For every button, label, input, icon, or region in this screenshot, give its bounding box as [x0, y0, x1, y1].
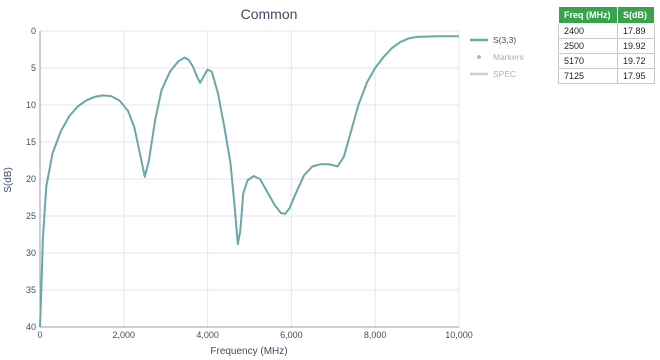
- y-tick-label: 15: [26, 137, 36, 147]
- y-tick-label: 20: [26, 174, 36, 184]
- x-tick-label: 8,000: [364, 330, 387, 340]
- marker-table-header-freq: Freq (MHz): [558, 6, 618, 24]
- marker-table-header-sdb: S(dB): [617, 6, 655, 24]
- y-axis-title: S(dB): [3, 167, 14, 193]
- y-tick-label: 35: [26, 285, 36, 295]
- y-tick-label: 5: [31, 63, 36, 73]
- marker-freq-cell: 7125: [558, 68, 618, 84]
- legend-label: Markers: [493, 52, 524, 62]
- marker-sdb-cell: 19.72: [617, 53, 655, 69]
- marker-freq-cell: 5170: [558, 53, 618, 69]
- legend-item[interactable]: SPEC: [470, 69, 516, 79]
- x-tick-label: 6,000: [280, 330, 303, 340]
- marker-freq-cell: 2400: [558, 23, 618, 39]
- chart-title: Common: [241, 6, 298, 22]
- x-tick-label: 4,000: [196, 330, 219, 340]
- y-tick-label: 30: [26, 248, 36, 258]
- x-tick-label: 10,000: [445, 330, 473, 340]
- legend-label: S(3,3): [493, 35, 516, 45]
- y-tick-label: 40: [26, 322, 36, 332]
- y-tick-label: 0: [31, 26, 36, 36]
- marker-table-header-row: Freq (MHz) S(dB): [558, 6, 655, 24]
- marker-freq-cell: 2500: [558, 38, 618, 54]
- legend-item[interactable]: S(3,3): [470, 35, 516, 45]
- x-tick-label: 2,000: [113, 330, 136, 340]
- table-row: 5170 19.72: [558, 53, 655, 69]
- legend-item[interactable]: Markers: [477, 52, 524, 62]
- x-axis-title: Frequency (MHz): [210, 346, 287, 357]
- marker-table: Freq (MHz) S(dB) 2400 17.89 2500 19.92 5…: [558, 6, 655, 84]
- legend-label: SPEC: [493, 69, 516, 79]
- legend-marker-dot: [477, 55, 481, 59]
- legend[interactable]: S(3,3) Markers SPEC: [470, 35, 524, 79]
- table-row: 7125 17.95: [558, 68, 655, 84]
- marker-sdb-cell: 19.92: [617, 38, 655, 54]
- marker-sdb-cell: 17.95: [617, 68, 655, 84]
- y-tick-label: 25: [26, 211, 36, 221]
- table-row: 2500 19.92: [558, 38, 655, 54]
- y-tick-label: 10: [26, 100, 36, 110]
- series-layer: [39, 35, 459, 328]
- marker-sdb-cell: 17.89: [617, 23, 655, 39]
- x-tick-label: 0: [37, 330, 42, 340]
- axes: 0 2,000 4,000 6,000 8,000 10,000 0 5 10 15 20 25 30 3…: [26, 26, 473, 340]
- table-row: 2400 17.89: [558, 23, 655, 39]
- series-line-s33: [39, 35, 459, 328]
